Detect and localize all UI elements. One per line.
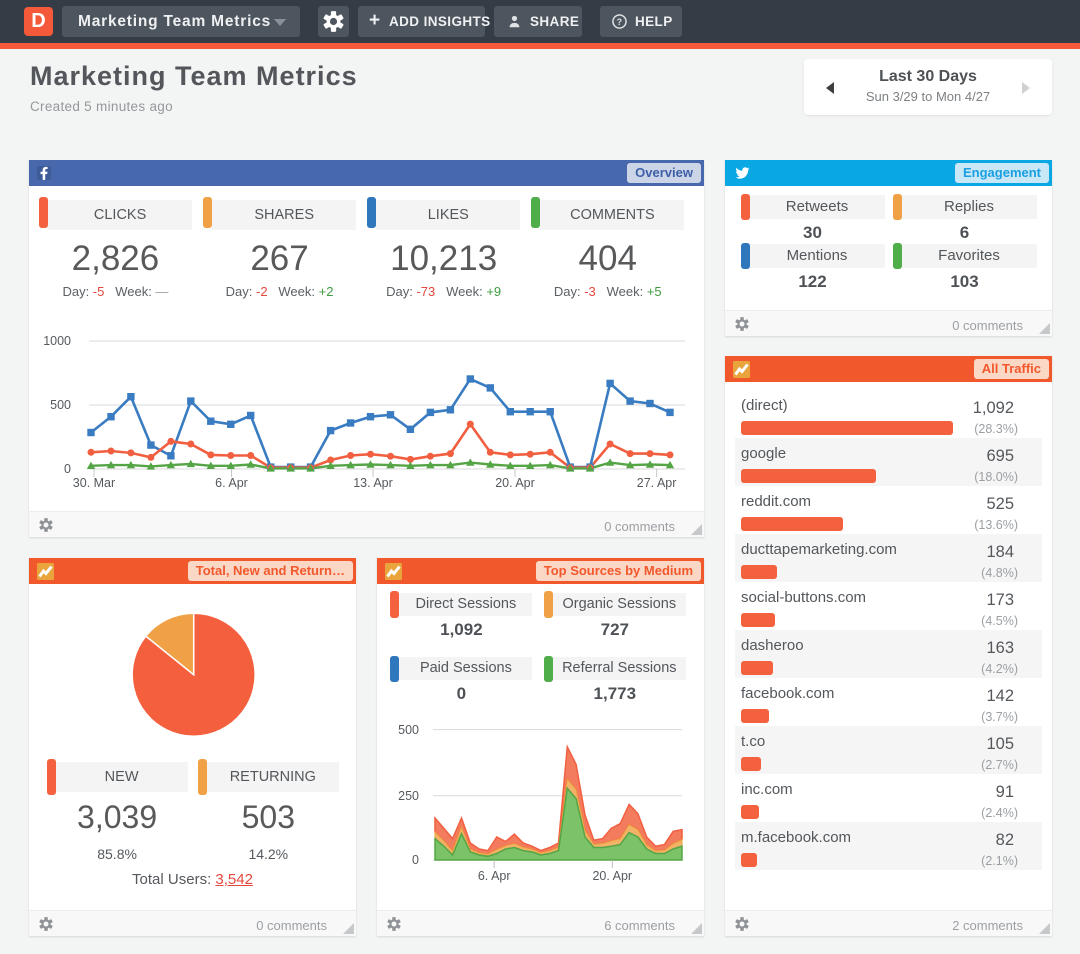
svg-text:0: 0 [412, 853, 419, 867]
svg-text:500: 500 [50, 398, 71, 412]
svg-text:500: 500 [398, 723, 419, 737]
svg-text:6. Apr: 6. Apr [215, 476, 248, 490]
svg-text:20. Apr: 20. Apr [495, 476, 535, 490]
svg-text:30. Mar: 30. Mar [73, 476, 115, 490]
svg-text:0: 0 [64, 462, 71, 476]
svg-text:?: ? [617, 17, 623, 27]
svg-text:13. Apr: 13. Apr [353, 476, 393, 490]
svg-text:250: 250 [398, 789, 419, 803]
svg-text:1000: 1000 [43, 334, 71, 348]
svg-text:6. Apr: 6. Apr [478, 869, 511, 883]
svg-text:27. Apr: 27. Apr [637, 476, 677, 490]
svg-text:20. Apr: 20. Apr [592, 869, 632, 883]
